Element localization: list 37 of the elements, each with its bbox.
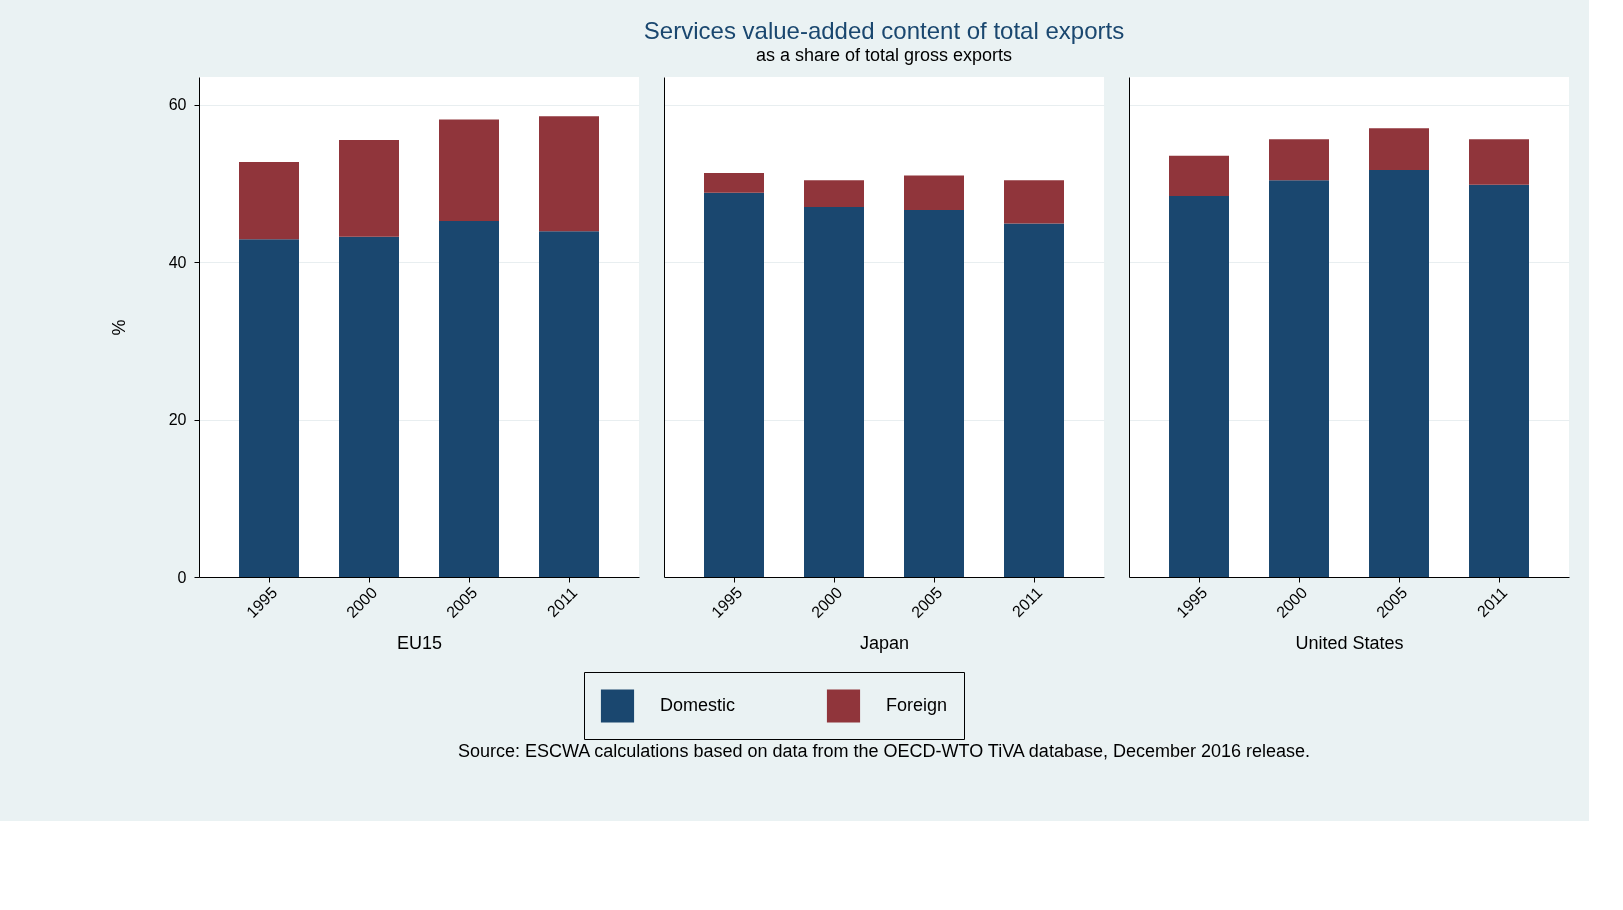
bar bbox=[539, 116, 599, 232]
chart-title: Services value-added content of total exports bbox=[643, 17, 1125, 44]
y-axis-title: % bbox=[108, 319, 129, 336]
bar bbox=[439, 221, 499, 577]
bar bbox=[539, 231, 599, 577]
x-axis-title: United States bbox=[1295, 632, 1404, 653]
y-tick-label: 20 bbox=[168, 411, 187, 429]
bar bbox=[904, 175, 964, 211]
y-tick-label: 0 bbox=[177, 568, 187, 586]
bar bbox=[439, 119, 499, 222]
bar bbox=[1269, 139, 1329, 181]
bar bbox=[339, 236, 399, 577]
chart-subtitle: as a share of total gross exports bbox=[755, 45, 1013, 65]
bar bbox=[1369, 169, 1429, 577]
y-tick-label: 60 bbox=[168, 96, 187, 114]
bar bbox=[704, 192, 764, 577]
x-axis-title: EU15 bbox=[396, 632, 443, 653]
bar bbox=[1169, 155, 1229, 196]
bar bbox=[904, 210, 964, 577]
legend-label: Domestic bbox=[660, 694, 736, 715]
bar bbox=[1269, 180, 1329, 577]
bar bbox=[704, 173, 764, 193]
y-tick-label: 40 bbox=[168, 253, 187, 271]
bar bbox=[339, 139, 399, 237]
bar bbox=[804, 180, 864, 207]
x-axis-title: Japan bbox=[859, 632, 910, 653]
bar bbox=[239, 162, 299, 240]
bar bbox=[1369, 128, 1429, 170]
bar bbox=[1469, 139, 1529, 185]
bar bbox=[1004, 223, 1064, 577]
legend-label: Foreign bbox=[886, 694, 948, 715]
source-note: Source: ESCWA calculations based on data from the OECD-WTO TiVA database, December 2016 release. bbox=[457, 741, 1311, 761]
bar bbox=[1469, 184, 1529, 577]
bar bbox=[239, 239, 299, 577]
bar bbox=[804, 206, 864, 577]
bar bbox=[1004, 180, 1064, 224]
bar bbox=[1169, 195, 1229, 577]
